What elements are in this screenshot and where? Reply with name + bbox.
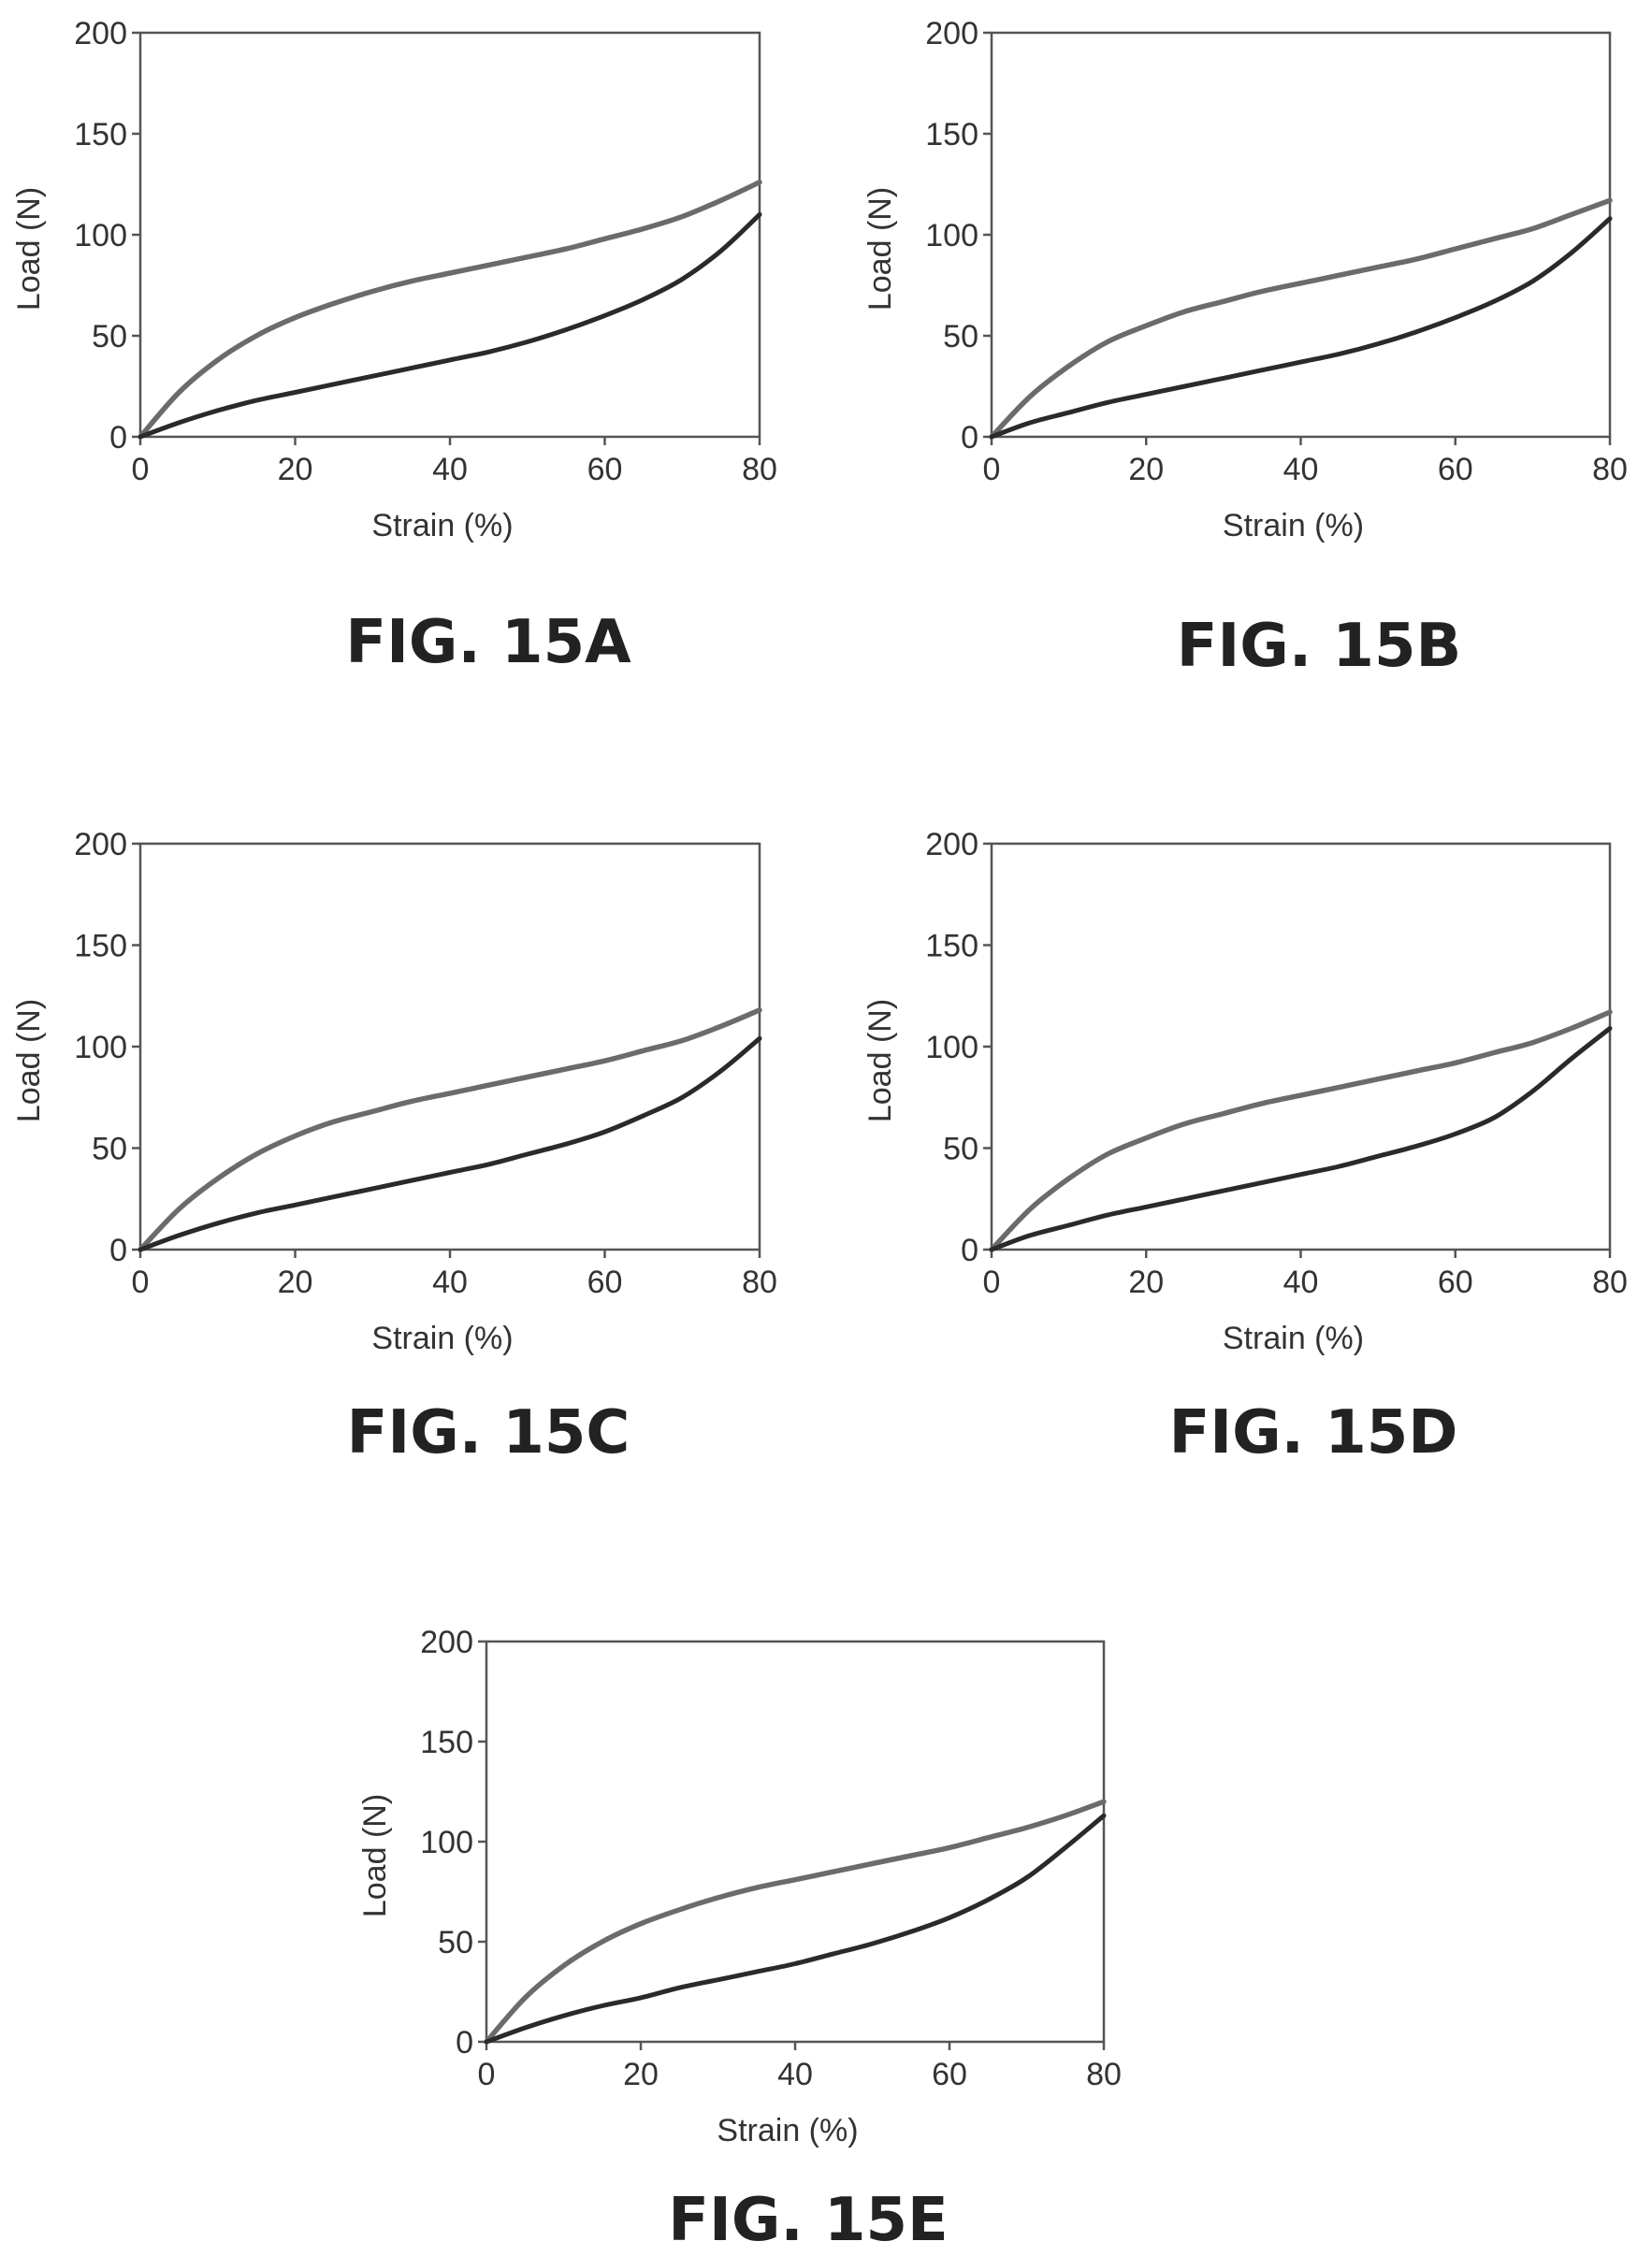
x-tick-label: 40 [1283,452,1319,487]
x-tick-label: 0 [983,452,1001,487]
plot-frame [138,31,761,439]
plot-frame [485,1640,1106,2044]
y-tick-label: 100 [420,1825,473,1860]
y-tick-label: 0 [109,420,127,456]
series-2-line [989,1026,1613,1252]
y-tick-label: 50 [92,319,127,354]
x-tick-label: 80 [742,452,777,487]
x-tick-label: 80 [742,1265,777,1300]
y-axis-label: Load (N) [11,187,47,311]
chart-15b: 0 50 100 150 200 0 20 40 60 80 Strain (%) Load (N) F… [862,16,1628,681]
x-tick-label: 60 [1438,1265,1473,1300]
x-tick-label: 80 [1086,2057,1122,2092]
series-1-line [138,1007,762,1252]
y-tick-label: 100 [74,1030,127,1065]
series-1-line [138,180,762,440]
y-tick-label: 50 [943,1132,978,1167]
y-tick-label: 200 [925,827,978,862]
x-tick-label: 20 [278,1265,313,1300]
y-tick-label: 50 [943,319,978,354]
y-tick-label: 150 [74,117,127,152]
chart-15d: 0 50 100 150 200 0 20 40 60 80 Strain (%) Load (N) F… [862,827,1628,1468]
x-tick-label: 20 [278,452,313,487]
x-tick-label: 20 [1128,1265,1164,1300]
x-tick-label: 0 [132,452,150,487]
series-2-line [138,1035,762,1252]
y-tick-label: 150 [74,929,127,964]
x-axis-label: Strain (%) [717,2113,858,2148]
y-tick-label: 50 [438,1925,473,1960]
series-1-line [989,1009,1613,1252]
y-axis-label: Load (N) [11,999,47,1122]
x-tick-label: 60 [932,2057,967,2092]
x-tick-label: 60 [587,1265,623,1300]
y-tick-label: 150 [925,929,978,964]
chart-15c: 0 50 100 150 200 0 20 40 60 80 Strain (%) Load (N) F… [11,827,777,1468]
x-tick-label: 20 [623,2057,659,2092]
x-tick-label: 60 [587,452,623,487]
x-tick-label: 0 [478,2057,496,2092]
x-axis-label: Strain (%) [1223,508,1364,543]
chart-15a: 0 50 100 150 200 0 20 40 60 80 Strain (%) Load (N) F… [11,16,777,677]
y-tick-label: 200 [74,827,127,862]
y-tick-label: 0 [109,1233,127,1268]
x-tick-label: 40 [432,452,468,487]
x-axis-label: Strain (%) [371,508,513,543]
figure-caption: FIG. 15A [345,608,631,677]
x-tick-label: 40 [777,2057,813,2092]
y-tick-label: 100 [925,218,978,253]
y-tick-label: 50 [92,1132,127,1167]
y-tick-label: 150 [420,1725,473,1760]
x-tick-label: 80 [1592,452,1628,487]
series-2-line [138,211,762,440]
y-tick-label: 0 [961,420,978,456]
x-tick-label: 60 [1438,452,1473,487]
x-tick-label: 0 [983,1265,1001,1300]
x-tick-label: 80 [1592,1265,1628,1300]
series-1-line [484,1799,1107,2045]
y-axis-label: Load (N) [862,999,898,1122]
series-1-line [989,197,1613,440]
y-tick-label: 0 [961,1233,978,1268]
y-tick-label: 100 [74,218,127,253]
x-axis-label: Strain (%) [1223,1321,1364,1356]
figure-caption: FIG. 15B [1177,612,1462,681]
x-tick-label: 40 [1283,1265,1319,1300]
series-2-line [989,216,1613,440]
figure-caption: FIG. 15E [668,2186,948,2255]
x-tick-label: 0 [132,1265,150,1300]
y-tick-label: 100 [925,1030,978,1065]
x-tick-label: 20 [1128,452,1164,487]
y-axis-label: Load (N) [862,187,898,311]
chart-15e: 0 50 100 150 200 0 20 40 60 80 Strain (%) Load (N) F… [357,1625,1122,2255]
x-axis-label: Strain (%) [371,1321,513,1356]
y-tick-label: 200 [74,16,127,51]
y-tick-label: 0 [456,2025,473,2061]
figure-caption: FIG. 15C [347,1398,630,1468]
y-tick-label: 200 [925,16,978,51]
series-2-line [484,1813,1107,2045]
figure-caption: FIG. 15D [1169,1398,1458,1468]
x-tick-label: 40 [432,1265,468,1300]
y-axis-label: Load (N) [357,1794,393,1917]
y-tick-label: 200 [420,1625,473,1660]
y-tick-label: 150 [925,117,978,152]
